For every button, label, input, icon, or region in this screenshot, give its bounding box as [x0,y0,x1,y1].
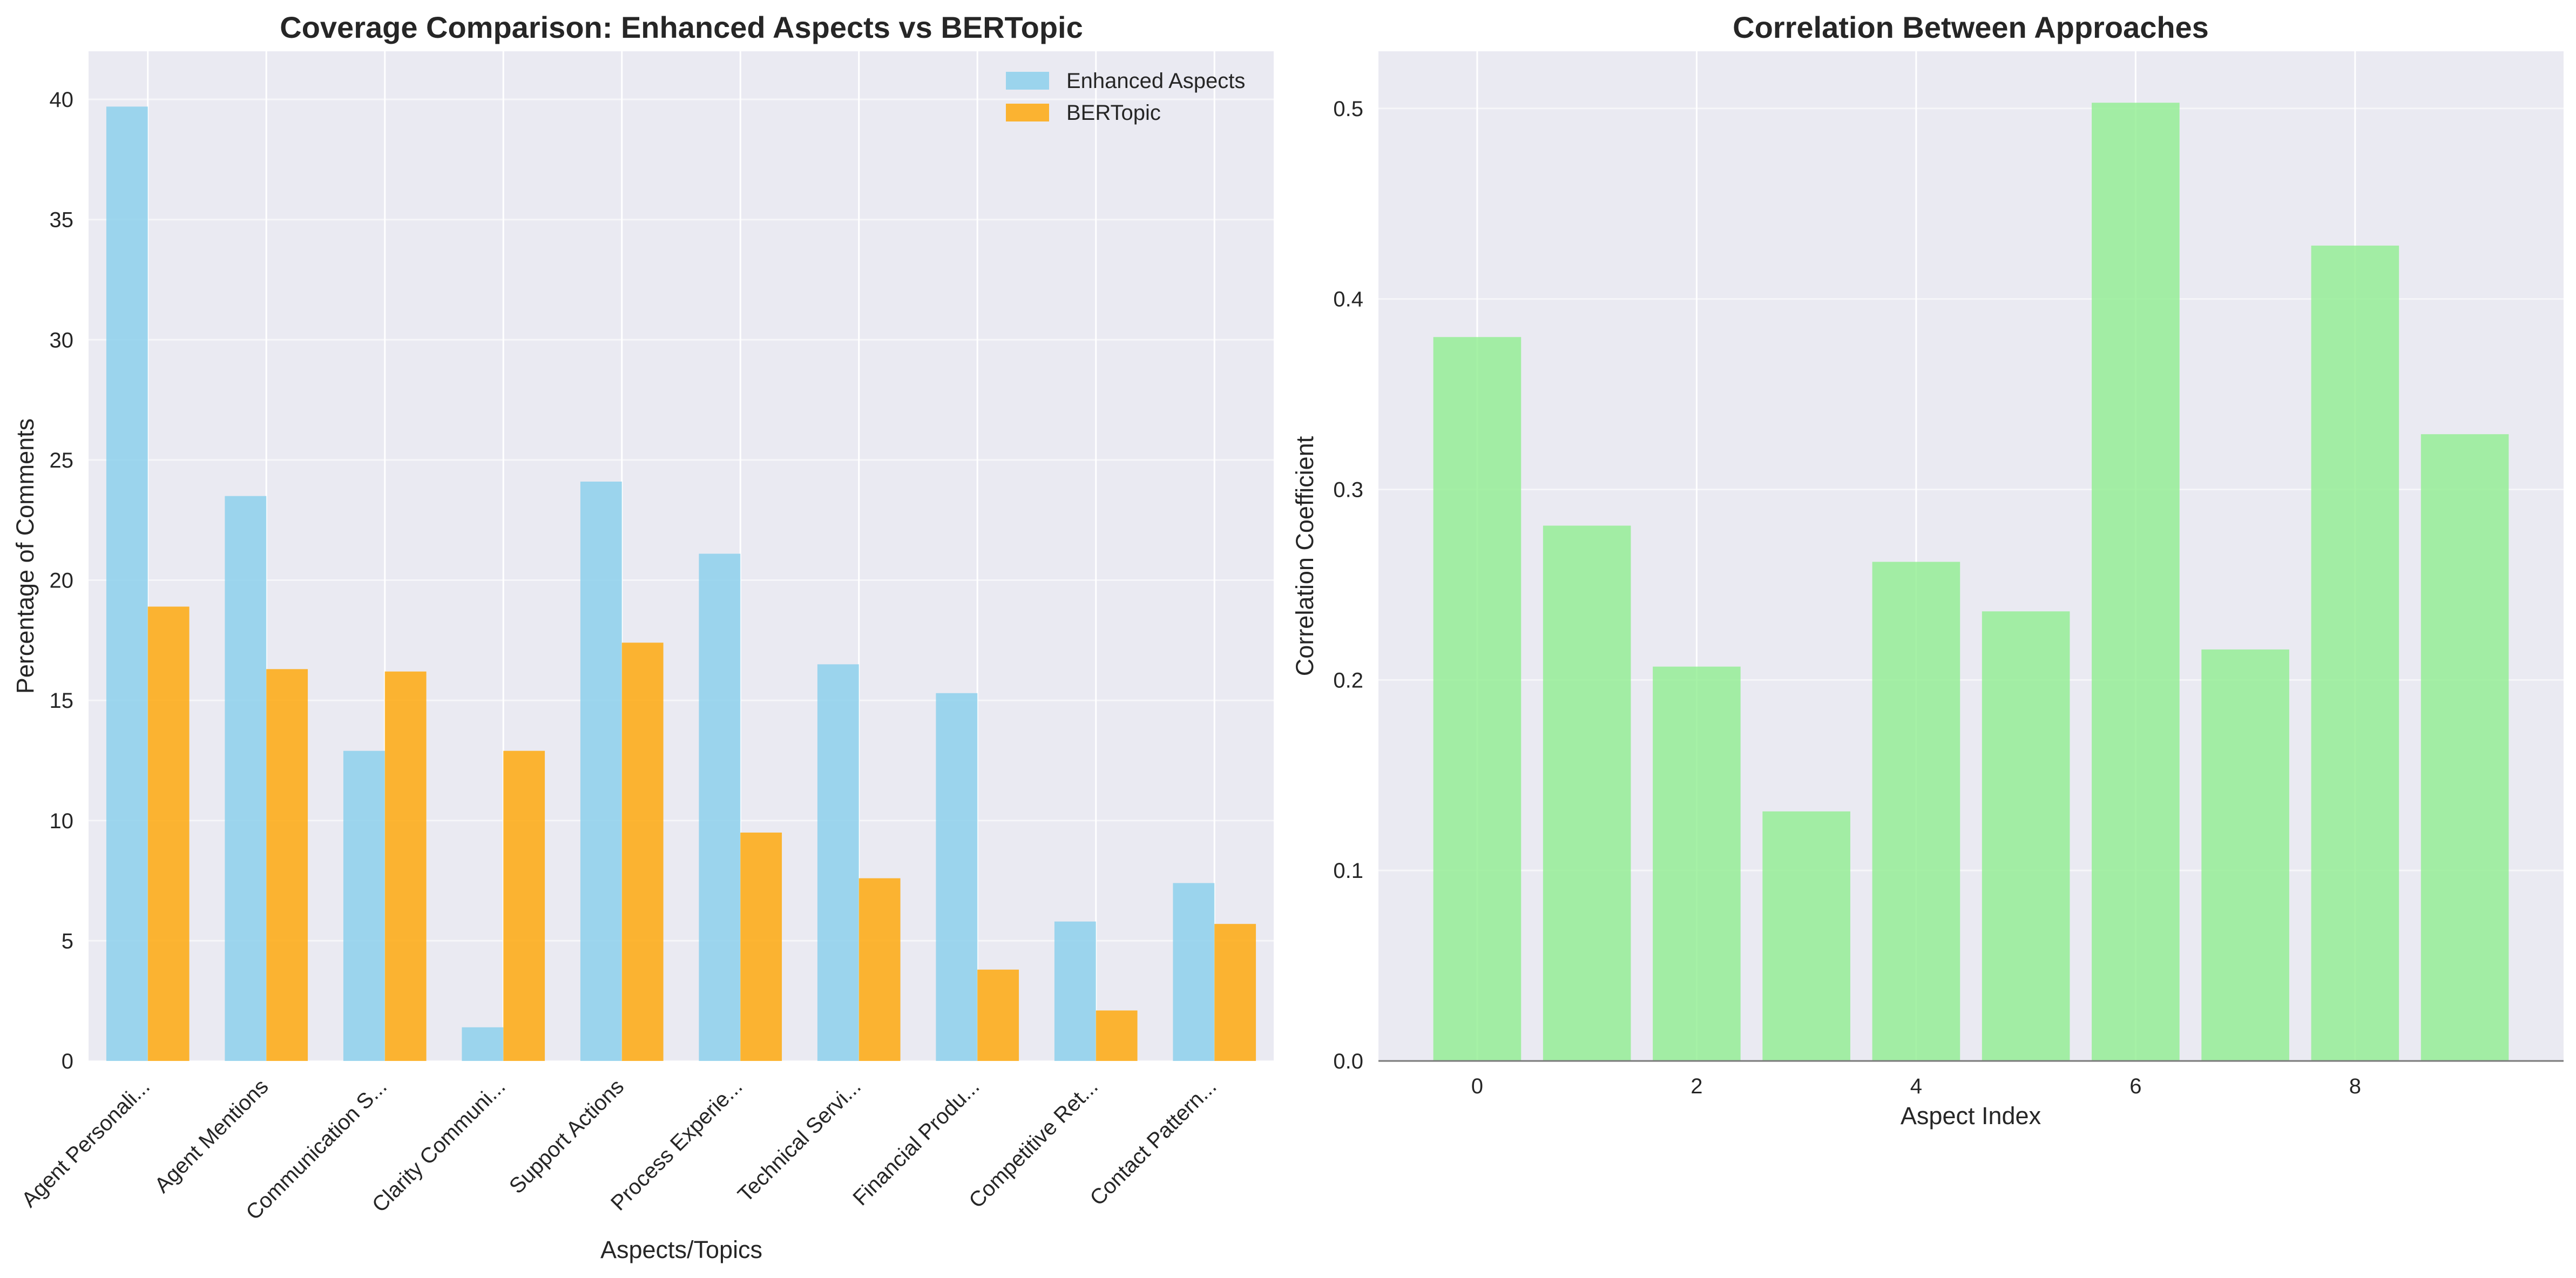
correlation-bar-5 [1982,611,2070,1061]
y-tick-label: 0.2 [1333,668,1363,692]
x-tick-label: Competitive Ret... [964,1074,1103,1213]
coverage-y-ticks: 0 5 10 15 20 25 30 35 40 [50,88,74,1073]
bar-enhanced-aspects-process-experie [699,553,741,1061]
y-tick-label: 5 [62,929,73,953]
x-tick-label: Support Actions [505,1074,628,1198]
correlation-bar-3 [1762,811,1850,1061]
correlation-bar-8 [2311,245,2399,1061]
legend-swatch-enhanced-aspects [1006,72,1049,90]
bar-bertopic-financial-produ [977,969,1019,1061]
x-tick-label: 0 [1471,1074,1483,1098]
bar-enhanced-aspects-technical-servi [817,664,859,1061]
y-tick-label: 0.5 [1333,97,1363,121]
y-tick-label: 0.3 [1333,478,1363,502]
bar-bertopic-agent-mentions [266,669,308,1061]
x-tick-label: Agent Mentions [150,1074,273,1198]
correlation-y-ticks: 0.0 0.1 0.2 0.3 0.4 0.5 [1333,97,1363,1073]
y-tick-label: 10 [50,809,74,833]
bar-enhanced-aspects-financial-produ [936,693,978,1061]
legend-swatch-bertopic [1006,104,1049,121]
coverage-chart: 0 5 10 15 20 25 30 35 40 Agent Personali...Agent… [11,10,1274,1263]
bar-enhanced-aspects-support-actions [580,481,622,1061]
bar-bertopic-clarity-communi [503,750,545,1061]
bar-bertopic-agent-personali [147,606,190,1061]
coverage-title: Coverage Comparison: Enhanced Aspects vs… [280,10,1083,44]
coverage-x-ticks: Agent Personali...Agent MentionsCommunic… [17,1074,1221,1225]
x-tick-label: 2 [1691,1074,1702,1098]
x-tick-label: Financial Produ... [848,1074,984,1210]
x-tick-label: Process Experie... [606,1074,747,1215]
bar-bertopic-technical-servi [858,878,901,1061]
correlation-bar-4 [1872,562,1960,1061]
correlation-bar-0 [1433,337,1522,1061]
bar-enhanced-aspects-communication-s [343,750,385,1061]
y-tick-label: 35 [50,208,74,232]
y-tick-label: 25 [50,449,74,472]
x-tick-label: Clarity Communi... [368,1074,510,1217]
legend-label-bertopic: BERTopic [1066,101,1161,125]
x-tick-label: 8 [2349,1074,2361,1098]
correlation-bar-7 [2201,649,2289,1061]
x-tick-label: 6 [2129,1074,2141,1098]
x-tick-label: 4 [1910,1074,1922,1098]
correlation-y-axis-label: Correlation Coefficient [1291,436,1319,676]
x-tick-label: Contact Pattern... [1085,1074,1221,1210]
bar-enhanced-aspects-competitive-ret [1054,921,1096,1061]
correlation-x-ticks: 0 2 4 6 8 [1471,1074,2361,1098]
y-tick-label: 0 [62,1050,73,1073]
coverage-x-axis-label: Aspects/Topics [600,1236,762,1263]
y-tick-label: 0.1 [1333,859,1363,883]
bar-bertopic-communication-s [384,671,427,1061]
correlation-title: Correlation Between Approaches [1733,10,2209,44]
y-tick-label: 15 [50,689,74,713]
y-tick-label: 0.4 [1333,288,1363,312]
coverage-bars [106,106,1256,1061]
correlation-chart: 0.0 0.1 0.2 0.3 0.4 0.5 0 2 4 6 8 Correlation Bet… [1291,10,2564,1130]
bar-enhanced-aspects-agent-mentions [225,496,267,1061]
y-tick-label: 40 [50,88,74,112]
y-tick-label: 30 [50,328,74,352]
bar-bertopic-support-actions [621,643,664,1061]
correlation-bar-1 [1543,525,1631,1061]
bar-bertopic-competitive-ret [1096,1010,1138,1061]
coverage-y-axis-label: Percentage of Comments [11,418,39,694]
coverage-legend: Enhanced Aspects BERTopic [1006,69,1245,125]
correlation-x-axis-label: Aspect Index [1901,1102,2041,1130]
x-tick-label: Agent Personali... [17,1074,154,1212]
y-tick-label: 20 [50,569,74,593]
legend-label-enhanced-aspects: Enhanced Aspects [1066,69,1245,93]
x-tick-label: Technical Servi... [733,1074,866,1207]
y-tick-label: 0.0 [1333,1050,1363,1073]
bar-enhanced-aspects-agent-personali [106,106,148,1061]
correlation-bar-2 [1653,666,1741,1061]
bar-bertopic-process-experie [740,833,782,1061]
correlation-bars [1433,103,2509,1061]
correlation-bar-9 [2421,434,2509,1061]
bar-bertopic-contact-pattern [1214,924,1256,1061]
bar-enhanced-aspects-clarity-communi [462,1027,504,1061]
correlation-bar-6 [2092,103,2180,1061]
bar-enhanced-aspects-contact-pattern [1173,883,1215,1061]
